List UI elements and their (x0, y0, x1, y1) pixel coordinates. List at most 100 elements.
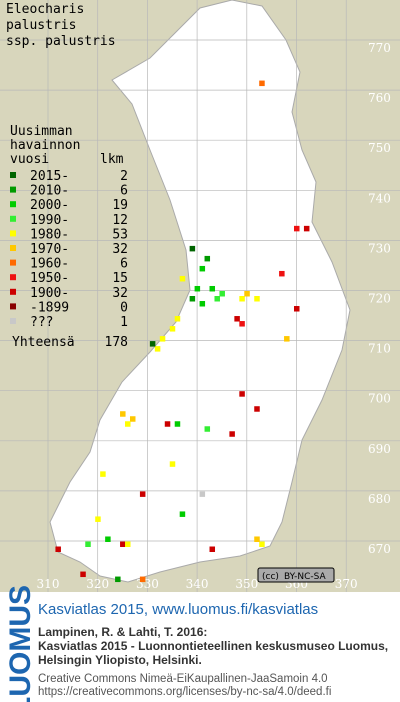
observation-square (259, 541, 265, 547)
x-tick-label: 340 (186, 577, 209, 591)
badge-box (257, 567, 335, 583)
legend-count: 32 (112, 286, 128, 301)
observation-square (149, 341, 156, 347)
y-tick-label: 770 (368, 41, 391, 55)
observation-square (100, 471, 106, 477)
observation-square (229, 431, 235, 437)
title-line: palustris (6, 18, 76, 33)
legend-count-header: lkm (100, 152, 124, 167)
observation-square (129, 416, 136, 422)
observation-square (279, 270, 285, 277)
x-tick-label: 350 (235, 577, 258, 591)
observation-square (120, 541, 126, 547)
legend-label: -1899 (30, 300, 69, 315)
observation-square (239, 296, 245, 302)
title-line: Eleocharis (6, 2, 84, 17)
observation-square (294, 225, 300, 232)
observation-square (120, 411, 126, 417)
footer-headline: Kasviatlas 2015, www.luomus.fi/kasviatla… (38, 601, 318, 618)
legend-count: 1 (120, 315, 128, 330)
y-tick-label: 700 (368, 392, 391, 406)
legend-label: 1970- (30, 242, 69, 257)
observation-square (199, 265, 206, 272)
x-tick-label: 370 (335, 577, 358, 591)
y-tick-label: 690 (368, 442, 391, 456)
observation-square (294, 306, 300, 312)
legend-total-label: Yhteensä (12, 335, 75, 350)
legend-header: Uusimman (10, 124, 73, 139)
observation-square (154, 346, 161, 352)
y-tick-label: 760 (368, 91, 391, 105)
badge-cc: (cc) (262, 572, 279, 582)
legend-count: 6 (120, 257, 128, 272)
license-line: Creative Commons Nimeä-EiKaupallinen-Jaa… (38, 673, 328, 685)
observation-square (199, 491, 206, 497)
legend-swatch (10, 303, 16, 310)
legend-swatch (10, 201, 16, 208)
observation-square (125, 541, 131, 547)
observation-square (164, 421, 171, 427)
observation-square (159, 336, 166, 342)
legend-label: ??? (30, 315, 53, 330)
legend-swatch (10, 274, 16, 281)
observation-square (139, 491, 146, 497)
observation-square (209, 285, 216, 292)
observation-square (284, 336, 290, 342)
observation-square (174, 316, 181, 322)
observation-square (189, 296, 196, 302)
legend-label: 1900- (30, 286, 69, 301)
legend-swatch (10, 172, 16, 178)
legend-total: 178 (105, 335, 128, 350)
citation-line: Helsingin Yliopisto, Helsinki. (38, 653, 202, 667)
legend-label: 2010- (30, 184, 69, 199)
x-tick-label: 320 (86, 577, 109, 591)
license-badge: (cc) BY-NC-SA (257, 567, 335, 583)
observation-square (204, 426, 211, 432)
legend-swatch (10, 186, 16, 193)
observation-square (105, 536, 111, 542)
observation-square (80, 571, 86, 578)
footer: Lampinen, R. & Lahti, T. 2016:Kasviatlas… (38, 625, 388, 698)
legend-label: 1950- (30, 271, 69, 286)
legend-count: 53 (112, 227, 128, 242)
y-tick-label: 730 (368, 241, 391, 255)
y-tick-label: 710 (368, 342, 391, 356)
legend-label: 1960- (30, 257, 69, 272)
legend-count: 19 (112, 198, 128, 213)
observation-square (239, 321, 245, 327)
observation-square (254, 406, 260, 412)
observation-square (95, 516, 101, 522)
x-tick-label: 330 (136, 577, 159, 591)
legend-label: 2015- (30, 169, 69, 184)
y-tick-label: 680 (368, 492, 391, 506)
observation-square (115, 576, 121, 583)
squares (55, 80, 310, 583)
observation-square (254, 296, 260, 302)
license-line: https://creativecommons.org/licenses/by-… (38, 686, 331, 698)
x-tick-label: 310 (37, 577, 60, 591)
observation-square (219, 290, 225, 297)
legend-swatch (10, 245, 16, 251)
legend-swatch (10, 288, 16, 295)
legend-count: 0 (120, 300, 128, 315)
title-line: ssp. palustris (6, 34, 116, 49)
legend-header: vuosi (10, 152, 49, 167)
legend-count: 2 (120, 169, 128, 184)
observation-square (139, 576, 146, 583)
logo: LUOMUS (4, 585, 37, 702)
observation-square (169, 326, 176, 332)
observation-square (199, 301, 206, 307)
legend-count: 12 (112, 213, 128, 228)
observation-square (85, 541, 91, 547)
y-tick-label: 720 (368, 292, 391, 306)
observation-square (204, 255, 211, 262)
observation-square (174, 421, 181, 427)
observation-square (55, 546, 61, 552)
badge-text: BY-NC-SA (284, 572, 327, 582)
observation-square (189, 245, 196, 252)
y-tick-label: 670 (368, 542, 391, 556)
legend-label: 2000- (30, 198, 69, 213)
